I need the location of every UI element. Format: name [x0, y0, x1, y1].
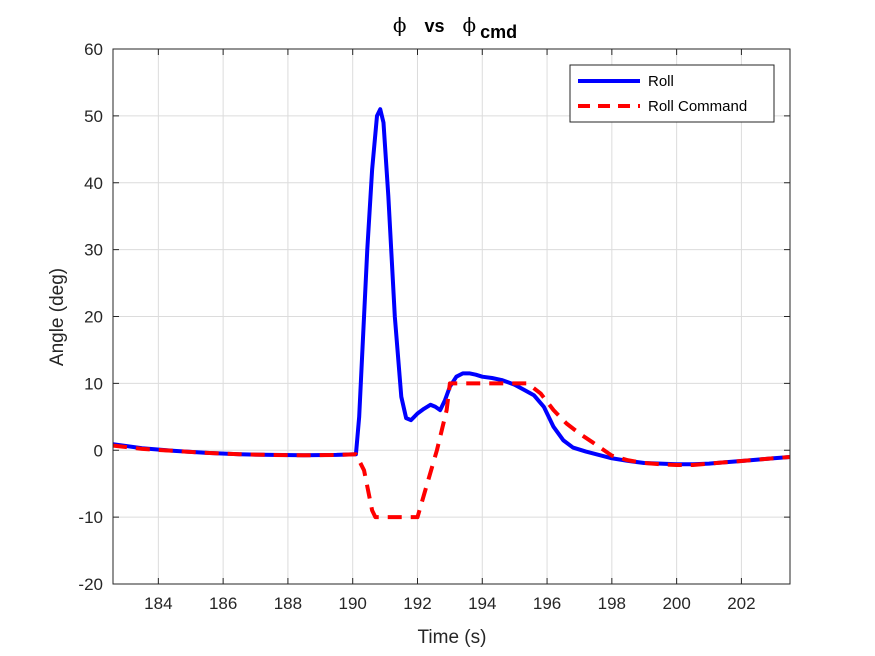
legend-label-roll: Roll: [648, 73, 674, 90]
y-axis-label: Angle (deg): [47, 268, 68, 366]
legend: Roll Roll Command: [569, 64, 775, 123]
y-tick-label: 0: [94, 441, 103, 460]
y-tick-label: -20: [78, 575, 103, 594]
y-tick-label: 20: [84, 308, 103, 327]
series-line-roll-command: [113, 381, 790, 520]
x-tick-label: 184: [144, 594, 172, 613]
x-tick-label: 202: [727, 594, 755, 613]
x-tick-label: 186: [209, 594, 237, 613]
series-layer: [113, 107, 790, 520]
title-subscript: cmd: [480, 22, 517, 42]
x-tick-label: 198: [598, 594, 626, 613]
x-axis-label: Time (s): [418, 627, 487, 648]
y-tick-label: 10: [84, 374, 103, 393]
x-tick-label: 194: [468, 594, 496, 613]
legend-label-roll-command: Roll Command: [648, 98, 747, 115]
y-tick-label: 30: [84, 241, 103, 260]
title-vs: vs: [424, 16, 444, 36]
chart-title: ϕ vs ϕ cmd: [393, 13, 517, 42]
x-tick-label: 190: [339, 594, 367, 613]
legend-box: [569, 64, 775, 123]
ticks: 184 186 188 190 192 194 196 198 200 202 -20 -10 0 10 2…: [78, 40, 790, 613]
y-tick-label: -10: [78, 508, 103, 527]
x-tick-label: 196: [533, 594, 561, 613]
x-tick-label: 192: [403, 594, 431, 613]
y-tick-label: 60: [84, 40, 103, 59]
x-tick-label: 188: [274, 594, 302, 613]
title-symbol-cmd: ϕ: [463, 13, 477, 37]
x-tick-label: 200: [662, 594, 690, 613]
title-symbol: ϕ: [393, 13, 407, 37]
y-tick-label: 50: [84, 107, 103, 126]
y-tick-label: 40: [84, 174, 103, 193]
